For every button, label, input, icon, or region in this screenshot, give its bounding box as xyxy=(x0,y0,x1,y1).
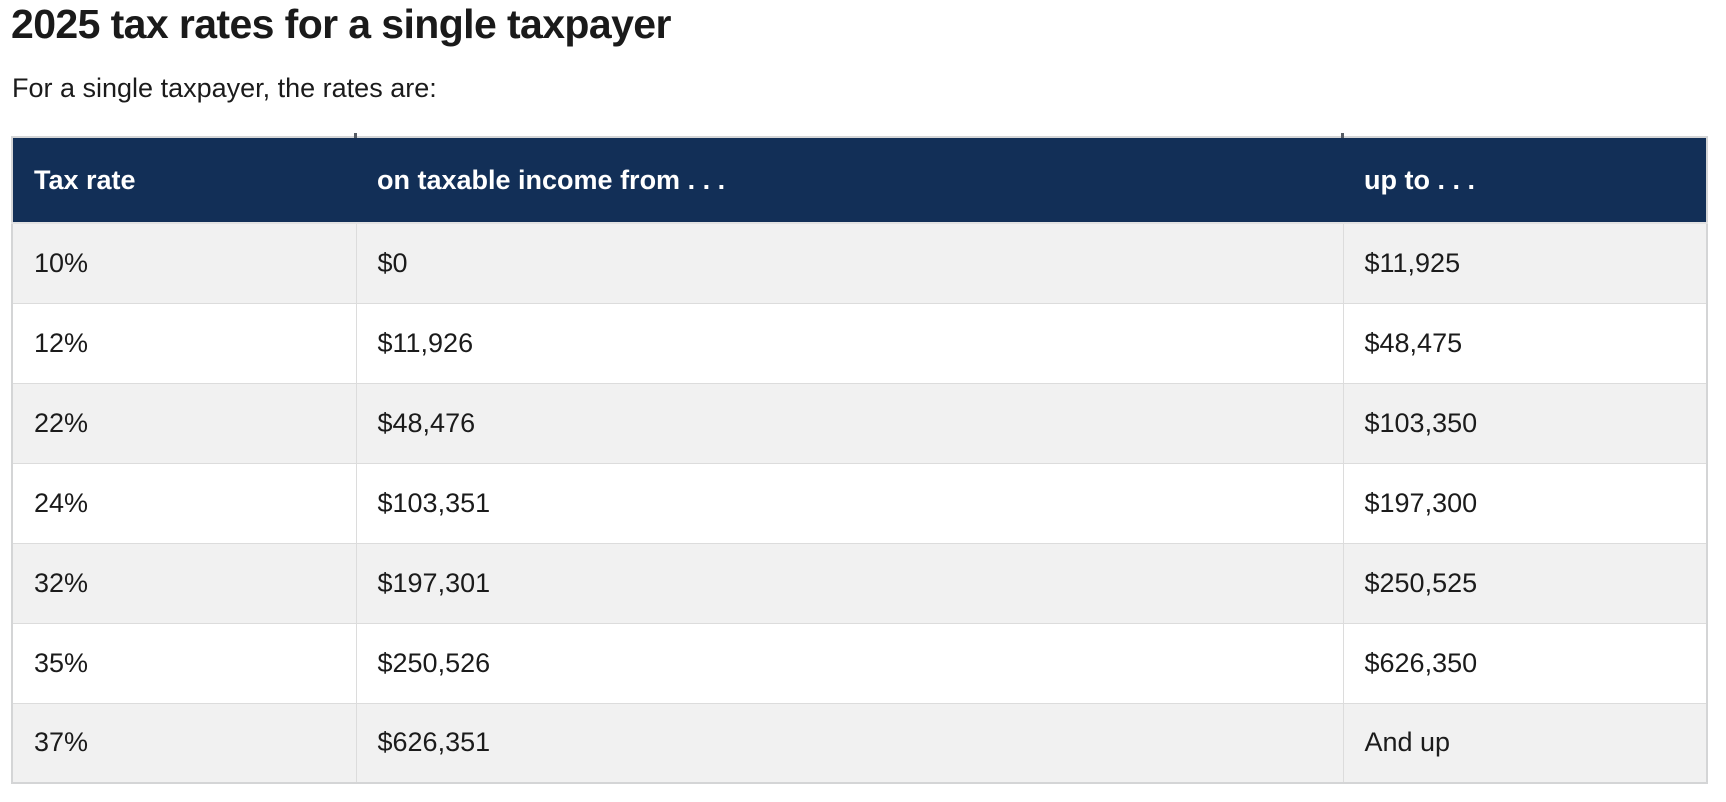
col-header-up-to: up to . . . xyxy=(1341,132,1707,224)
up-to-cell: $48,475 xyxy=(1342,302,1708,384)
tax-rate-cell: 22% xyxy=(11,382,357,464)
income-from-cell: $626,351 xyxy=(355,702,1344,784)
tax-rate-cell: 10% xyxy=(11,222,357,304)
tax-rate-cell: 12% xyxy=(11,302,357,384)
table-row: 22% $48,476 $103,350 xyxy=(11,382,1708,464)
tax-rate-cell: 32% xyxy=(11,542,357,624)
content-area: 2025 tax rates for a single taxpayer For… xyxy=(11,1,1708,784)
up-to-cell: And up xyxy=(1342,702,1708,784)
col-header-income-from: on taxable income from . . . xyxy=(354,132,1343,224)
income-from-cell: $250,526 xyxy=(355,622,1344,704)
up-to-cell: $250,525 xyxy=(1342,542,1708,624)
table-row: 12% $11,926 $48,475 xyxy=(11,302,1708,384)
income-from-cell: $197,301 xyxy=(355,542,1344,624)
income-from-cell: $103,351 xyxy=(355,462,1344,544)
income-from-cell: $11,926 xyxy=(355,302,1344,384)
table-row: 10% $0 $11,925 xyxy=(11,222,1708,304)
up-to-cell: $11,925 xyxy=(1342,222,1708,304)
tax-rate-cell: 24% xyxy=(11,462,357,544)
up-to-cell: $103,350 xyxy=(1342,382,1708,464)
table-row: 35% $250,526 $626,350 xyxy=(11,622,1708,704)
tax-rate-table: Tax rate on taxable income from . . . up… xyxy=(11,132,1708,784)
income-from-cell: $48,476 xyxy=(355,382,1344,464)
up-to-cell: $626,350 xyxy=(1342,622,1708,704)
table-row: 32% $197,301 $250,525 xyxy=(11,542,1708,624)
page-subtitle: For a single taxpayer, the rates are: xyxy=(12,72,437,103)
table-row: 37% $626,351 And up xyxy=(11,702,1708,784)
col-header-tax-rate: Tax rate xyxy=(12,137,356,224)
income-from-cell: $0 xyxy=(355,222,1344,304)
tax-rate-cell: 35% xyxy=(11,622,357,704)
page-title: 2025 tax rates for a single taxpayer xyxy=(11,1,671,47)
up-to-cell: $197,300 xyxy=(1342,462,1708,544)
tax-rate-cell: 37% xyxy=(11,702,357,784)
table-row: 24% $103,351 $197,300 xyxy=(11,462,1708,544)
table-header-row: Tax rate on taxable income from . . . up… xyxy=(12,132,1707,224)
